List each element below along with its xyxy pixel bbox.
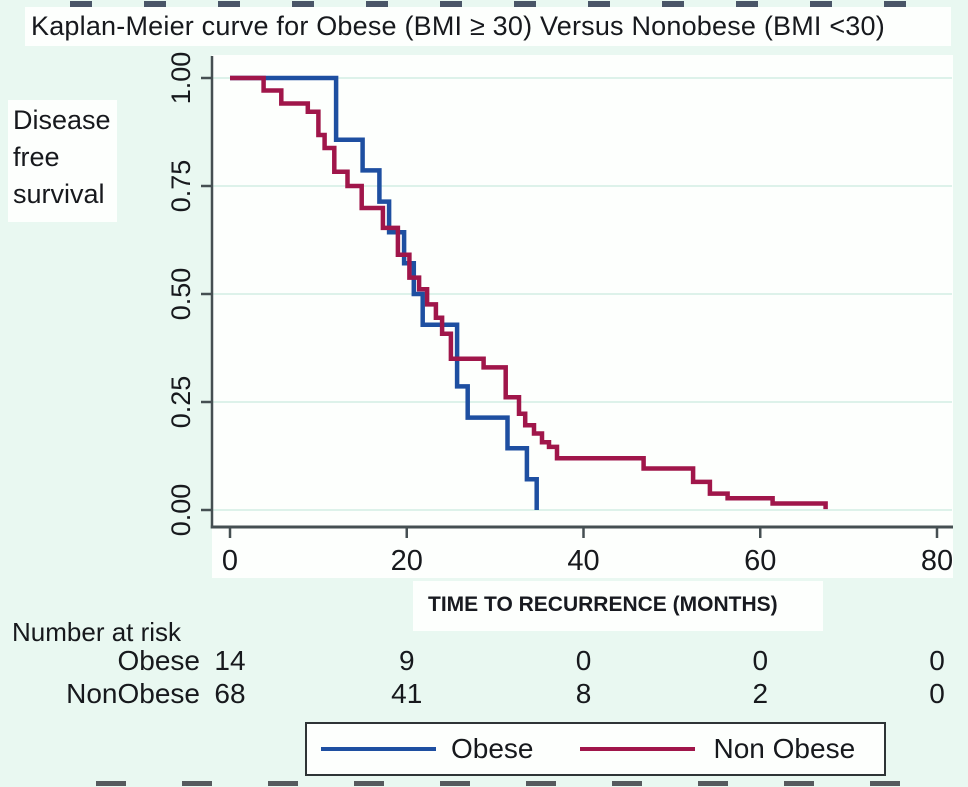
obese-line-swatch: [321, 747, 436, 751]
legend-label-obese: Obese: [451, 733, 534, 764]
x-tick-label: 20: [391, 545, 423, 577]
legend: Obese Non Obese: [305, 722, 886, 776]
x-tick-label: 80: [921, 545, 953, 577]
x-tick-label: 0: [222, 545, 238, 577]
plot-panel: [212, 55, 953, 578]
y-axis-label-box: Disease free survival: [8, 100, 117, 222]
nonobese-line-swatch: [579, 747, 695, 751]
y-tick-label: 0.75: [166, 160, 196, 213]
km-curve-obese: [230, 75, 539, 510]
y-tick-label: 0.50: [166, 268, 196, 321]
x-tick-label: 60: [744, 545, 776, 577]
legend-label-nonobese: Non Obese: [713, 733, 856, 764]
chart-title: Kaplan-Meier curve for Obese (BMI ≥ 30) …: [31, 11, 885, 41]
y-axis-label: Disease free survival: [13, 105, 111, 209]
bottom-cropped-text-artifact: [96, 781, 954, 786]
y-tick-label: 1.00: [166, 52, 196, 105]
chart-title-band: Kaplan-Meier curve for Obese (BMI ≥ 30) …: [25, 7, 951, 46]
km-curve-non-obese: [230, 75, 828, 510]
y-tick-label: 0.25: [166, 376, 196, 429]
top-cropped-text-artifact: [70, 1, 942, 7]
y-tick-label: 0.00: [166, 484, 196, 537]
x-axis-title: TIME TO RECURRENCE (MONTHS): [428, 593, 778, 616]
x-axis-title-box: TIME TO RECURRENCE (MONTHS): [413, 581, 823, 631]
x-tick-label: 40: [567, 545, 599, 577]
